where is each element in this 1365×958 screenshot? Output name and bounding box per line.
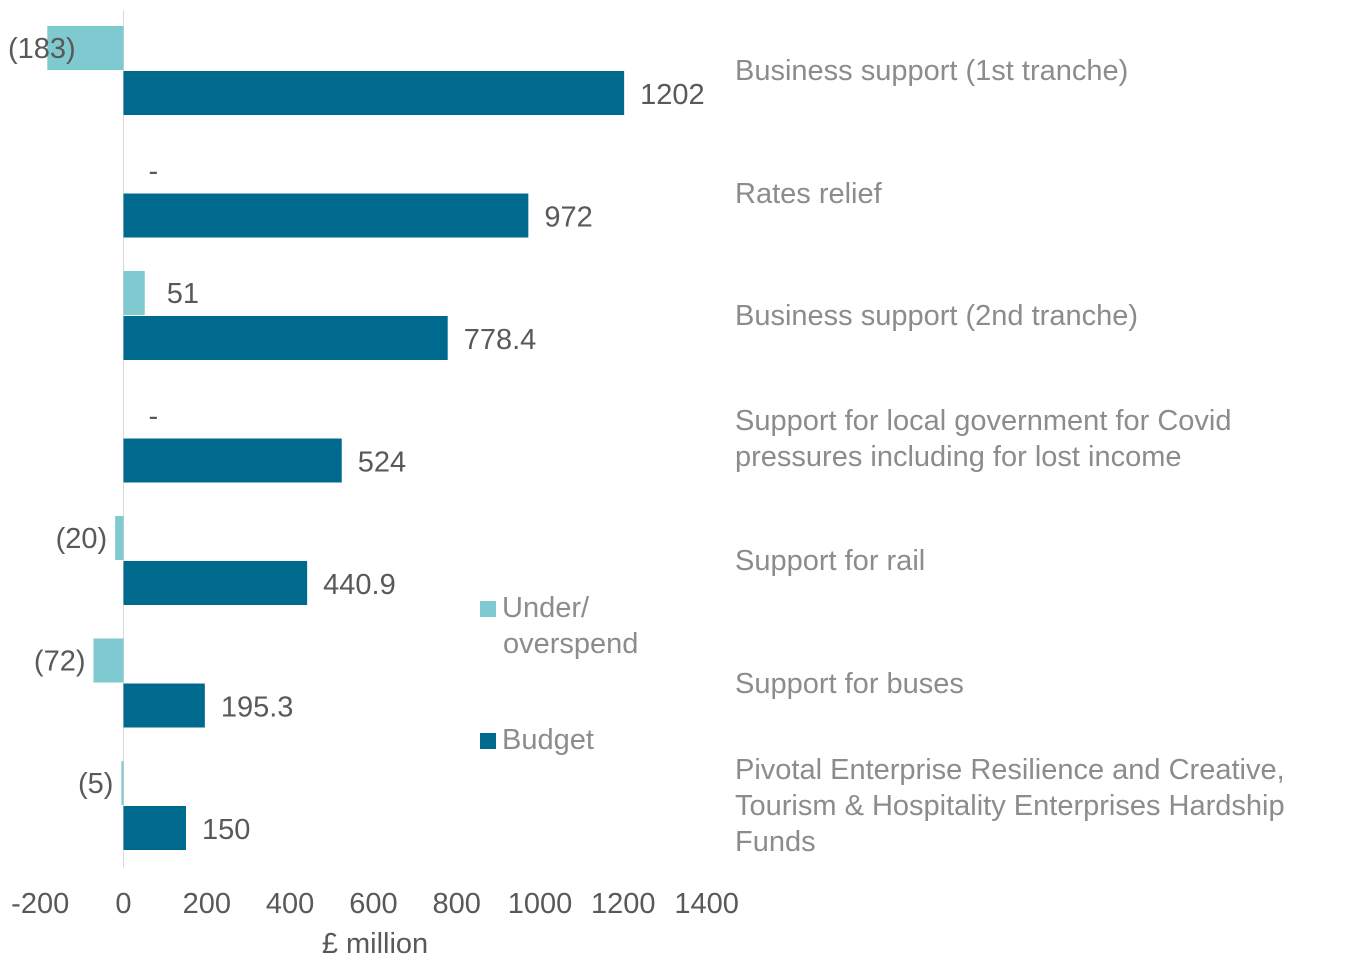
bar-under-overspend xyxy=(93,638,124,683)
data-label-under-overspend: - xyxy=(149,401,159,433)
bar-under-overspend xyxy=(115,516,124,560)
data-label-under-overspend: 51 xyxy=(167,278,199,310)
category-label: Rates relief xyxy=(735,176,882,212)
x-tick-label: 0 xyxy=(115,888,131,920)
data-label-budget: 195.3 xyxy=(221,692,294,724)
data-label-under-overspend: (183) xyxy=(8,33,76,65)
category-label-line: Pivotal Enterprise Resilience and Creati… xyxy=(735,754,1285,786)
data-label-under-overspend: (72) xyxy=(34,646,86,678)
category-label: Support for buses xyxy=(735,666,964,702)
data-label-budget: 972 xyxy=(544,202,592,234)
data-label-under-overspend: (20) xyxy=(56,523,108,555)
x-tick-label: 200 xyxy=(183,888,231,920)
bar-budget xyxy=(123,316,448,360)
x-tick-label: -200 xyxy=(11,888,69,920)
bar-budget xyxy=(123,683,205,728)
legend-item-under-overspend: Under/ xyxy=(480,590,589,626)
category-label-line: Funds xyxy=(735,826,816,858)
data-label-budget: 524 xyxy=(358,447,406,479)
legend-label-under-overspend-line-2: overspend xyxy=(503,628,639,660)
category-label-line: Support for buses xyxy=(735,667,964,700)
bar-budget xyxy=(123,71,625,115)
data-label-under-overspend: - xyxy=(149,156,159,188)
data-label-budget: 778.4 xyxy=(464,324,537,356)
legend-swatch-under-overspend xyxy=(480,601,496,617)
legend-item-under-overspend-line-2: overspend xyxy=(503,626,638,662)
data-label-budget: 440.9 xyxy=(323,569,396,601)
bar-under-overspend xyxy=(121,761,124,805)
category-label-line: Tourism & Hospitality Enterprises Hardsh… xyxy=(735,790,1285,822)
category-label: Support for rail xyxy=(735,543,925,579)
legend-swatch-budget xyxy=(480,733,496,749)
category-label-line: pressures including for lost income xyxy=(735,440,1182,473)
x-tick-label: 1000 xyxy=(508,888,573,920)
x-tick-label: 1400 xyxy=(674,888,739,920)
bar-budget xyxy=(123,438,342,483)
x-tick-label: 600 xyxy=(349,888,397,920)
data-label-under-overspend: (5) xyxy=(78,768,113,800)
category-label-line: Business support (2nd tranche) xyxy=(735,300,1138,332)
legend-item-budget: Budget xyxy=(480,722,594,758)
x-axis-title: £ million xyxy=(322,928,428,958)
legend-label-budget: Budget xyxy=(502,724,594,756)
legend-label-under-overspend-line-1: Under/ xyxy=(502,592,590,624)
bar-under-overspend xyxy=(47,26,124,70)
category-label-line: Support for rail xyxy=(735,545,926,577)
category-label: Support for local government for Covid pr… xyxy=(735,403,1231,475)
bar-budget xyxy=(123,561,308,605)
data-label-budget: 150 xyxy=(202,814,250,846)
bar-under-overspend xyxy=(123,271,145,315)
category-label: Business support (2nd tranche) xyxy=(735,298,1138,334)
category-label: Pivotal Enterprise Resilience and Creati… xyxy=(735,752,1285,860)
category-label-line: Business support (1st tranche) xyxy=(735,55,1129,87)
bar-budget xyxy=(123,193,529,238)
x-tick-label: 800 xyxy=(433,888,481,920)
bar-budget xyxy=(123,806,186,850)
category-label-line: Rates relief xyxy=(735,177,882,210)
x-tick-label: 400 xyxy=(266,888,314,920)
data-label-budget: 1202 xyxy=(640,79,705,111)
category-label-line: Support for local government for Covid xyxy=(735,404,1232,437)
x-tick-label: 1200 xyxy=(591,888,656,920)
category-label: Business support (1st tranche) xyxy=(735,53,1128,89)
